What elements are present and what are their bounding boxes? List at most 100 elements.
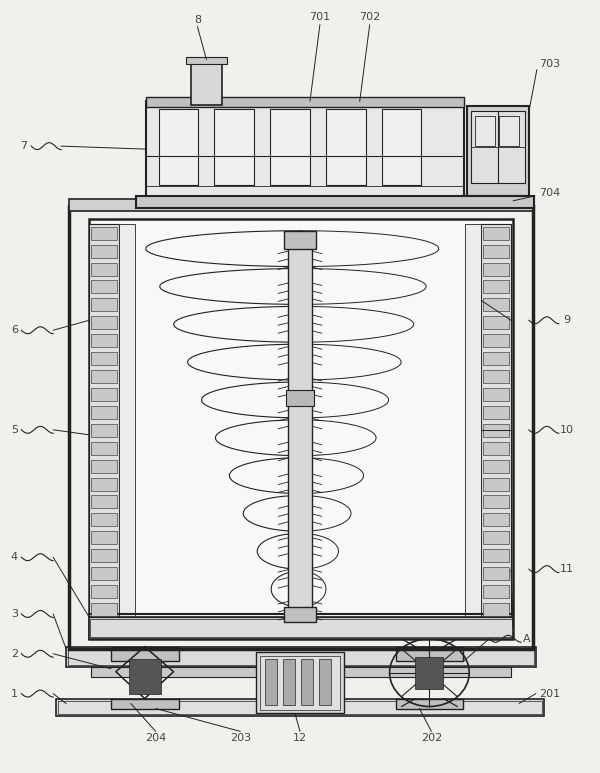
Text: 703: 703 [539, 59, 560, 69]
Bar [483, 406, 509, 419]
Bar [146, 97, 464, 107]
Bar [91, 281, 117, 294]
Bar [91, 603, 117, 616]
Bar [214, 109, 254, 185]
Bar [483, 495, 509, 509]
Bar [260, 656, 340, 710]
Bar [91, 441, 117, 455]
Bar [483, 245, 509, 257]
Bar [136, 196, 534, 208]
Bar [158, 109, 199, 185]
Bar [91, 388, 117, 401]
Bar [146, 197, 464, 205]
Bar [69, 206, 533, 649]
Text: 5: 5 [11, 425, 18, 434]
Text: 10: 10 [560, 425, 574, 434]
Bar [319, 659, 331, 704]
Text: 8: 8 [194, 15, 201, 25]
Bar [483, 567, 509, 580]
Bar [395, 699, 463, 709]
Text: 702: 702 [359, 12, 380, 22]
Bar [483, 513, 509, 526]
Bar [90, 619, 512, 637]
Bar [91, 316, 117, 329]
Bar [483, 585, 509, 598]
Bar [483, 424, 509, 437]
Text: A: A [523, 634, 531, 644]
Bar [475, 116, 495, 146]
Bar [483, 388, 509, 401]
Bar [119, 223, 135, 634]
Bar [499, 116, 519, 146]
Bar [395, 647, 463, 661]
Bar [91, 226, 117, 240]
Bar [326, 109, 365, 185]
Bar [288, 233, 312, 621]
Bar [483, 370, 509, 383]
Text: 701: 701 [310, 12, 331, 22]
Text: 1: 1 [11, 689, 18, 699]
Bar [265, 659, 277, 704]
Text: 12: 12 [293, 734, 307, 744]
Bar [91, 352, 117, 365]
Text: 9: 9 [563, 315, 571, 325]
Bar [483, 334, 509, 347]
Bar [483, 441, 509, 455]
Bar [483, 316, 509, 329]
Text: 7: 7 [20, 141, 27, 151]
Bar [91, 567, 117, 580]
Text: 704: 704 [539, 188, 560, 198]
Bar [284, 607, 316, 622]
Bar [90, 220, 512, 638]
Bar [191, 60, 223, 105]
Bar [89, 223, 119, 634]
Text: 6: 6 [11, 325, 18, 335]
Bar [286, 390, 314, 406]
Bar [68, 649, 534, 665]
Bar [256, 652, 344, 713]
Bar [483, 550, 509, 562]
Bar [483, 226, 509, 240]
Text: 202: 202 [421, 734, 442, 744]
Text: 11: 11 [560, 564, 574, 574]
Bar [129, 659, 161, 693]
Bar [467, 107, 529, 196]
Bar [301, 659, 313, 704]
Bar [91, 460, 117, 472]
Bar [146, 101, 464, 201]
Bar [483, 478, 509, 491]
Bar [270, 109, 310, 185]
Bar [91, 495, 117, 509]
Bar [483, 603, 509, 616]
Bar [185, 56, 227, 64]
Bar [91, 478, 117, 491]
Bar [111, 699, 179, 709]
Bar [91, 406, 117, 419]
Bar [382, 109, 421, 185]
Bar [91, 550, 117, 562]
Bar [284, 230, 316, 249]
Bar [66, 647, 536, 666]
Bar [471, 111, 525, 183]
Text: 3: 3 [11, 609, 18, 619]
Bar [91, 245, 117, 257]
Bar [483, 460, 509, 472]
Bar [91, 263, 117, 275]
Text: 203: 203 [230, 734, 251, 744]
Bar [483, 352, 509, 365]
Text: 204: 204 [145, 734, 166, 744]
Text: 201: 201 [539, 689, 560, 699]
Bar [58, 700, 542, 714]
Bar [91, 513, 117, 526]
Bar [483, 263, 509, 275]
Bar [89, 617, 513, 638]
Bar [91, 370, 117, 383]
Bar [91, 531, 117, 544]
Bar [283, 659, 295, 704]
Bar [91, 424, 117, 437]
Bar [483, 281, 509, 294]
Text: 4: 4 [11, 552, 18, 562]
Bar [91, 298, 117, 312]
Bar [483, 298, 509, 312]
Bar [89, 219, 513, 638]
